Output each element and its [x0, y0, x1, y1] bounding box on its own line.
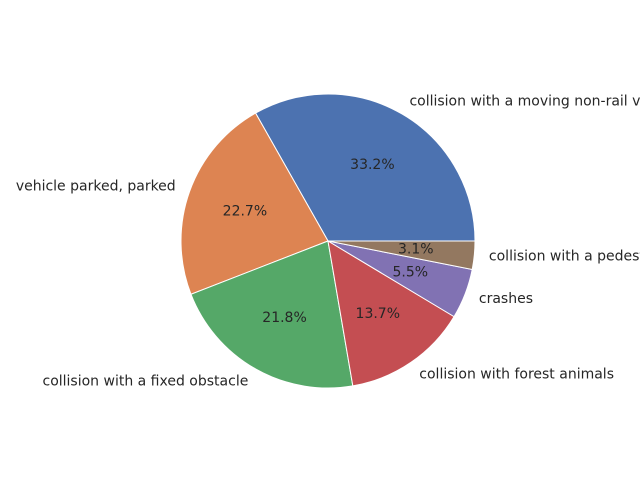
- pie-percent-labels: 33.2% 22.7% 21.8% 13.7% 5.5% 3.1%: [223, 157, 434, 326]
- pie-percent-label: 22.7%: [223, 203, 267, 219]
- pie-slice-vehicle-parked-parked: [180, 112, 329, 295]
- pie-category-label: collision with a moving non-rail vehicle: [409, 93, 640, 109]
- pie-slice-collision-with-a-pedestrian: [327, 240, 476, 271]
- pie-percent-label: 33.2%: [350, 157, 394, 173]
- pie-percent-label: 21.8%: [262, 310, 306, 326]
- pie-percent-label: 3.1%: [398, 242, 434, 258]
- pie-percent-label: 5.5%: [393, 265, 429, 281]
- pie-category-label: vehicle parked, parked: [16, 179, 176, 195]
- pie-category-label: collision with a pedestrian: [489, 249, 640, 265]
- pie-category-label: collision with a fixed obstacle: [43, 374, 249, 390]
- pie-slices: [180, 93, 476, 389]
- pie-slice-collision-with-a-fixed-obstacle: [190, 240, 354, 389]
- pie-category-labels: collision with a moving non-rail vehicle…: [16, 93, 640, 389]
- pie-percent-label: 13.7%: [356, 306, 400, 322]
- pie-category-label: collision with forest animals: [419, 366, 614, 382]
- pie-category-label: crashes: [479, 291, 533, 307]
- pie-slice-collision-with-forest-animals: [327, 240, 455, 387]
- pie-slice-collision-with-a-moving-non-rail-vehicle: [254, 93, 476, 242]
